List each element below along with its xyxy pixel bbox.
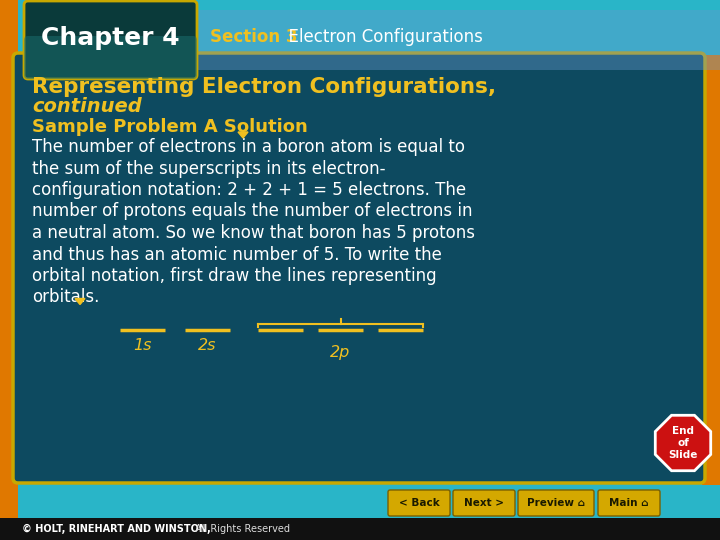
Text: Chapter 4: Chapter 4 (41, 26, 179, 50)
Text: orbital notation, first draw the lines representing: orbital notation, first draw the lines r… (32, 267, 436, 285)
FancyBboxPatch shape (598, 490, 660, 516)
Bar (0, 0, 18, 540)
Text: Next >: Next > (464, 498, 504, 508)
Text: Sample Problem A Solution: Sample Problem A Solution (32, 118, 307, 136)
Text: © HOLT, RINEHART AND WINSTON,: © HOLT, RINEHART AND WINSTON, (22, 524, 211, 534)
Bar (18, 478, 702, 518)
Bar (0, 518, 720, 540)
Polygon shape (238, 132, 248, 138)
FancyBboxPatch shape (388, 490, 450, 516)
Text: All Rights Reserved: All Rights Reserved (192, 524, 290, 534)
Text: Electron Configurations: Electron Configurations (278, 28, 483, 46)
Text: Main ⌂: Main ⌂ (609, 498, 649, 508)
Text: orbitals.: orbitals. (32, 288, 99, 307)
Text: Preview ⌂: Preview ⌂ (527, 498, 585, 508)
FancyBboxPatch shape (24, 36, 197, 79)
Text: Representing Electron Configurations,: Representing Electron Configurations, (32, 77, 496, 97)
FancyBboxPatch shape (518, 490, 594, 516)
Text: a neutral atom. So we know that boron has 5 protons: a neutral atom. So we know that boron ha… (32, 224, 475, 242)
Text: End
of
Slide: End of Slide (668, 427, 698, 460)
Text: number of protons equals the number of electrons in: number of protons equals the number of e… (32, 202, 472, 220)
Text: The number of electrons in a boron atom is equal to: The number of electrons in a boron atom … (32, 138, 465, 156)
FancyBboxPatch shape (453, 490, 515, 516)
Text: the sum of the superscripts in its electron-: the sum of the superscripts in its elect… (32, 159, 385, 178)
Text: Section 3: Section 3 (210, 28, 297, 46)
Bar (195, 10, 720, 70)
Text: configuration notation: 2 + 2 + 1 = 5 electrons. The: configuration notation: 2 + 2 + 1 = 5 el… (32, 181, 466, 199)
FancyBboxPatch shape (24, 1, 197, 79)
Bar (702, 55, 720, 485)
Text: and thus has an atomic number of 5. To write the: and thus has an atomic number of 5. To w… (32, 246, 442, 264)
Text: 2s: 2s (198, 338, 216, 353)
Text: continued: continued (32, 98, 142, 117)
Text: < Back: < Back (399, 498, 439, 508)
FancyBboxPatch shape (13, 53, 705, 483)
Text: 1s: 1s (132, 338, 151, 353)
Text: 2p: 2p (330, 345, 350, 360)
Polygon shape (75, 299, 85, 305)
